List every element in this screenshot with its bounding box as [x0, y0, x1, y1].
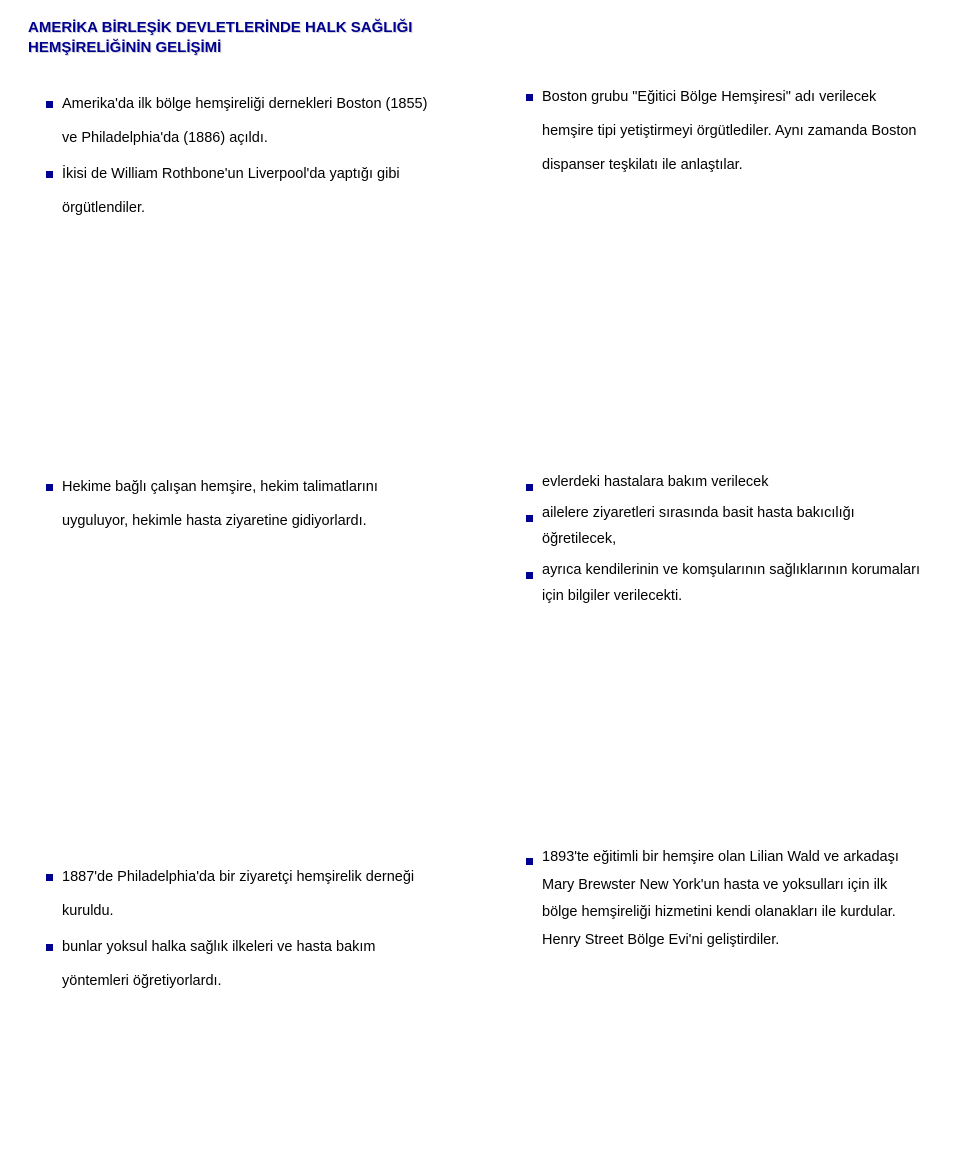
bullet-list: Boston grubu "Eğitici Bölge Hemşiresi" a… [508, 80, 922, 182]
list-item: ailelere ziyaretleri sırasında basit has… [526, 501, 922, 552]
list-item: 1887'de Philadelphia'da bir ziyaretçi he… [46, 860, 442, 928]
bullet-list: 1893'te eğitimli bir hemşire olan Lilian… [508, 844, 922, 954]
slide-title: AMERİKA BİRLEŞİK DEVLETLERİNDE HALK SAĞL… [28, 18, 442, 59]
bullet-list: 1887'de Philadelphia'da bir ziyaretçi he… [28, 860, 442, 998]
slide-2: Boston grubu "Eğitici Bölge Hemşiresi" a… [480, 0, 950, 202]
bullet-list: Amerika'da ilk bölge hemşireliği dernekl… [28, 87, 442, 225]
slide-6: 1893'te eğitimli bir hemşire olan Lilian… [480, 780, 950, 974]
bullet-list: evlerdeki hastalara bakım verilecek aile… [508, 470, 922, 609]
slide-1: AMERİKA BİRLEŞİK DEVLETLERİNDE HALK SAĞL… [0, 0, 470, 245]
list-item: bunlar yoksul halka sağlık ilkeleri ve h… [46, 930, 442, 998]
list-item: ayrıca kendilerinin ve komşularının sağl… [526, 558, 922, 609]
list-item: İkisi de William Rothbone'un Liverpool'd… [46, 157, 442, 225]
list-item: 1893'te eğitimli bir hemşire olan Lilian… [526, 844, 922, 954]
list-item: Boston grubu "Eğitici Bölge Hemşiresi" a… [526, 80, 922, 182]
slide-5: 1887'de Philadelphia'da bir ziyaretçi he… [0, 780, 470, 1018]
slide-4: evlerdeki hastalara bakım verilecek aile… [480, 390, 950, 633]
list-item: Amerika'da ilk bölge hemşireliği dernekl… [46, 87, 442, 155]
bullet-list: Hekime bağlı çalışan hemşire, hekim tali… [28, 470, 442, 538]
slide-3: Hekime bağlı çalışan hemşire, hekim tali… [0, 390, 470, 558]
list-item: evlerdeki hastalara bakım verilecek [526, 470, 922, 495]
list-item: Hekime bağlı çalışan hemşire, hekim tali… [46, 470, 442, 538]
